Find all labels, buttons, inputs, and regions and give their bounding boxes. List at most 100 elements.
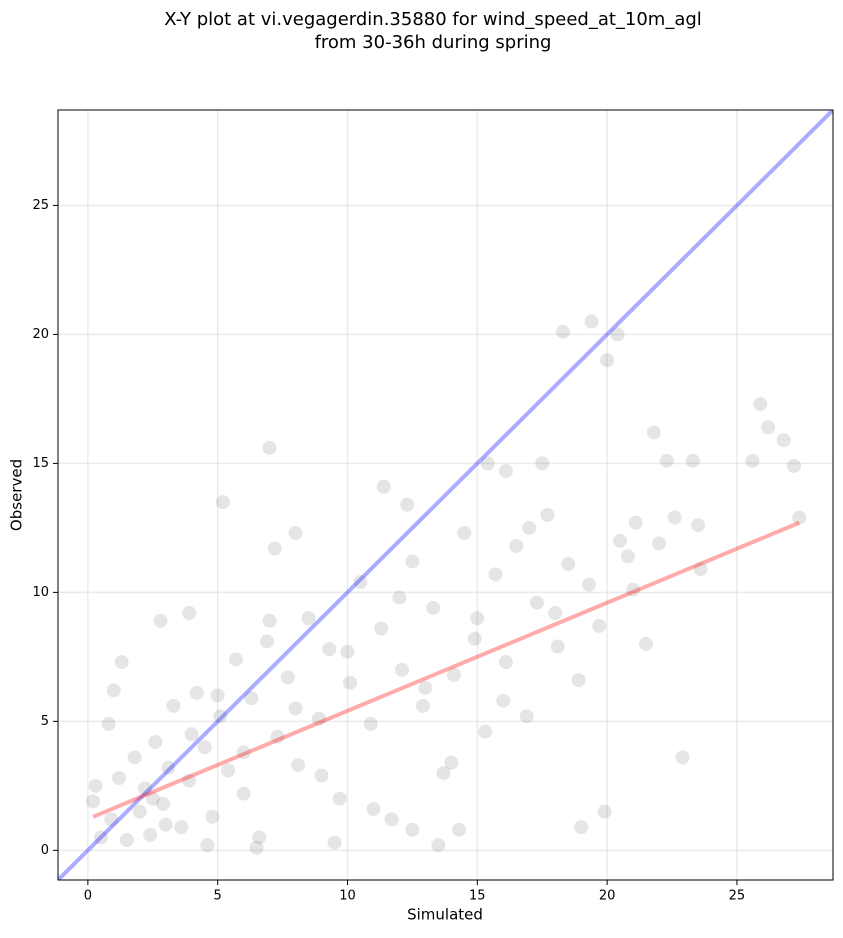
- scatter-point: [236, 745, 251, 760]
- scatter-point: [291, 758, 306, 773]
- scatter-point: [561, 557, 576, 572]
- scatter-point: [376, 479, 391, 494]
- scatter-point: [646, 425, 661, 440]
- scatter-point: [280, 670, 295, 685]
- scatter-point: [426, 600, 441, 615]
- scatter-point: [792, 510, 807, 525]
- scatter-point: [613, 533, 628, 548]
- scatter-point: [156, 796, 171, 811]
- scatter-point: [353, 575, 368, 590]
- scatter-point: [457, 526, 472, 541]
- scatter-point: [314, 768, 329, 783]
- scatter-point: [184, 727, 199, 742]
- scatter-point: [550, 639, 565, 654]
- scatter-point: [498, 655, 513, 670]
- y-tick-label: 20: [32, 327, 49, 342]
- scatter-point: [597, 804, 612, 819]
- scatter-point: [210, 688, 225, 703]
- scatter-point: [143, 827, 158, 842]
- scatter-point: [431, 838, 446, 853]
- line: [58, 110, 833, 880]
- scatter-point: [182, 773, 197, 788]
- scatter-point: [540, 507, 555, 522]
- scatter-point: [260, 634, 275, 649]
- scatter-point: [581, 577, 596, 592]
- scatter-point: [659, 453, 674, 468]
- line: [92, 520, 801, 819]
- x-tick-label: 15: [469, 889, 486, 904]
- scatter-point: [132, 804, 147, 819]
- scatter-point: [745, 453, 760, 468]
- scatter-point: [620, 549, 635, 564]
- scatter-point: [685, 453, 700, 468]
- scatter-point: [244, 691, 259, 706]
- scatter-point: [363, 716, 378, 731]
- scatter-point: [215, 495, 230, 510]
- scatter-point: [400, 497, 415, 512]
- y-tick-label: 0: [41, 843, 49, 858]
- scatter-point: [592, 618, 607, 633]
- scatter-point: [374, 621, 389, 636]
- scatter-point: [267, 541, 282, 556]
- scatter-point: [555, 324, 570, 339]
- chart-title: X-Y plot at vi.vegagerdin.35880 for wind…: [164, 9, 702, 30]
- scatter-point: [221, 763, 236, 778]
- scatter-point: [127, 750, 142, 765]
- scatter-point: [311, 711, 326, 726]
- scatter-point: [332, 791, 347, 806]
- scatter-point: [340, 644, 355, 659]
- chart-title: from 30-36h during spring: [315, 32, 552, 53]
- scatter-point: [88, 778, 103, 793]
- scatter-point: [584, 314, 599, 329]
- scatter-point: [301, 611, 316, 626]
- scatter-point: [153, 613, 168, 628]
- x-tick-label: 5: [214, 889, 222, 904]
- scatter-point: [327, 835, 342, 850]
- scatter-point: [213, 709, 228, 724]
- scatter-point: [530, 595, 545, 610]
- scatter-point: [405, 822, 420, 837]
- x-tick-label: 0: [84, 889, 92, 904]
- scatter-point: [288, 526, 303, 541]
- scatter-point: [262, 613, 277, 628]
- scatter-point: [189, 685, 204, 700]
- y-tick-label: 15: [32, 456, 49, 471]
- scatter-point: [405, 554, 420, 569]
- scatter-point: [498, 464, 513, 479]
- scatter-point: [776, 433, 791, 448]
- scatter-point: [675, 750, 690, 765]
- scatter-point: [114, 655, 129, 670]
- scatter-point: [395, 662, 410, 677]
- x-tick-label: 20: [599, 889, 616, 904]
- scatter-point: [693, 562, 708, 577]
- scatter-point: [444, 755, 459, 770]
- scatter-point: [392, 590, 407, 605]
- x-tick-label: 25: [729, 889, 746, 904]
- scatter-point: [519, 709, 534, 724]
- scatter-point: [148, 734, 163, 749]
- scatter-point: [197, 740, 212, 755]
- scatter-point: [470, 611, 485, 626]
- scatter-point: [488, 567, 503, 582]
- scatter-point: [535, 456, 550, 471]
- scatter-point: [600, 353, 615, 368]
- scatter-point: [509, 538, 524, 553]
- scatter-point: [322, 642, 337, 657]
- y-tick-label: 25: [32, 198, 49, 213]
- scatter-point: [366, 802, 381, 817]
- scatter-point: [418, 680, 433, 695]
- plot-area: [58, 110, 833, 880]
- x-tick-label: 10: [339, 889, 356, 904]
- scatter-point: [104, 812, 119, 827]
- x-axis-label: Simulated: [407, 906, 483, 924]
- scatter-point: [761, 420, 776, 435]
- scatter-point: [93, 830, 108, 845]
- scatter-point: [384, 812, 399, 827]
- scatter-point: [145, 791, 160, 806]
- scatter-point: [452, 822, 467, 837]
- scatter-point: [112, 771, 127, 786]
- scatter-point: [690, 518, 705, 533]
- scatter-point: [182, 606, 197, 621]
- scatter-point: [652, 536, 667, 551]
